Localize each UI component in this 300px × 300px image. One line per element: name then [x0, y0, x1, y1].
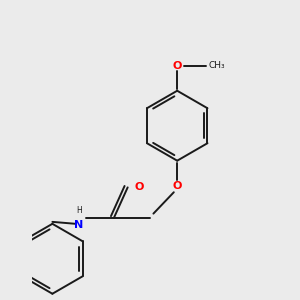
- Text: O: O: [135, 182, 144, 192]
- Text: CH₃: CH₃: [209, 61, 225, 70]
- Text: N: N: [74, 220, 84, 230]
- Text: O: O: [172, 61, 182, 70]
- Text: H: H: [76, 206, 82, 214]
- Text: O: O: [172, 181, 182, 191]
